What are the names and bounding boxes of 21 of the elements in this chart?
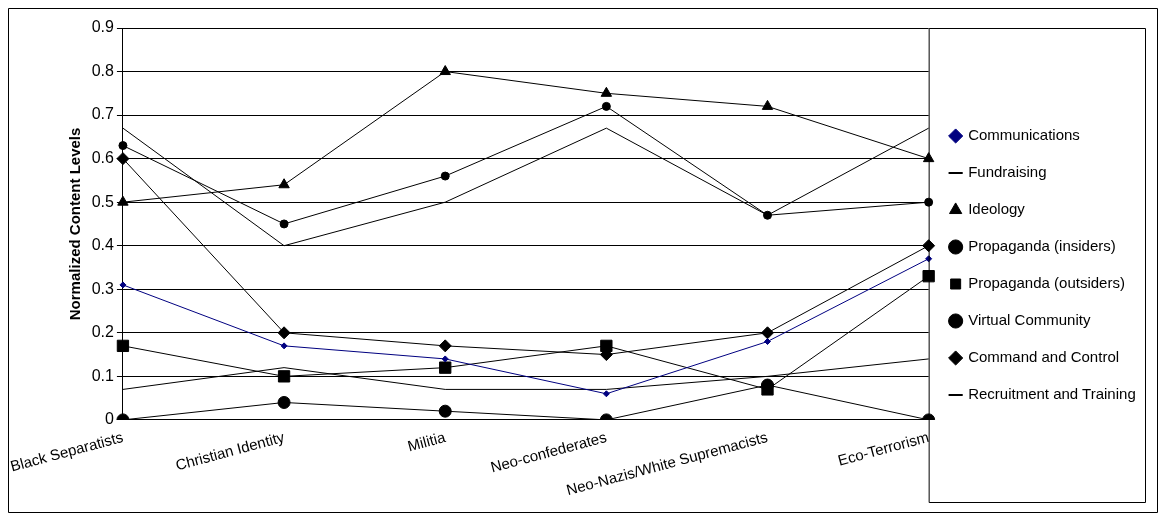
legend-label: Propaganda (outsiders) [968,274,1125,292]
y-tick-label: 0.8 [91,61,115,79]
y-tick-label: 0.3 [91,279,115,297]
legend-label: Command and Control [968,348,1120,366]
y-tick-label: 0.7 [91,105,115,123]
y-tick-label: 0.2 [91,323,115,341]
x-tick-label: Christian Identity [173,427,287,474]
x-tick-label: Militia [405,427,448,455]
y-tick-label: 0.6 [91,149,115,167]
y-tick-label: 0.4 [91,236,115,254]
y-tick-label: 0.5 [91,192,115,210]
legend-label: Ideology [968,200,1026,218]
legend-label: Recruitment and Training [968,385,1136,403]
y-axis-title: Normalized Content Levels [65,127,83,321]
legend-label: Propaganda (insiders) [968,237,1116,255]
legend-label: Communications [968,126,1080,144]
y-tick-label: 0.1 [91,366,115,384]
y-tick-label: 0.9 [91,18,115,36]
y-tick-label: 0 [105,410,115,428]
legend-label: Fundraising [968,163,1047,181]
legend-label: Virtual Community [968,311,1091,329]
